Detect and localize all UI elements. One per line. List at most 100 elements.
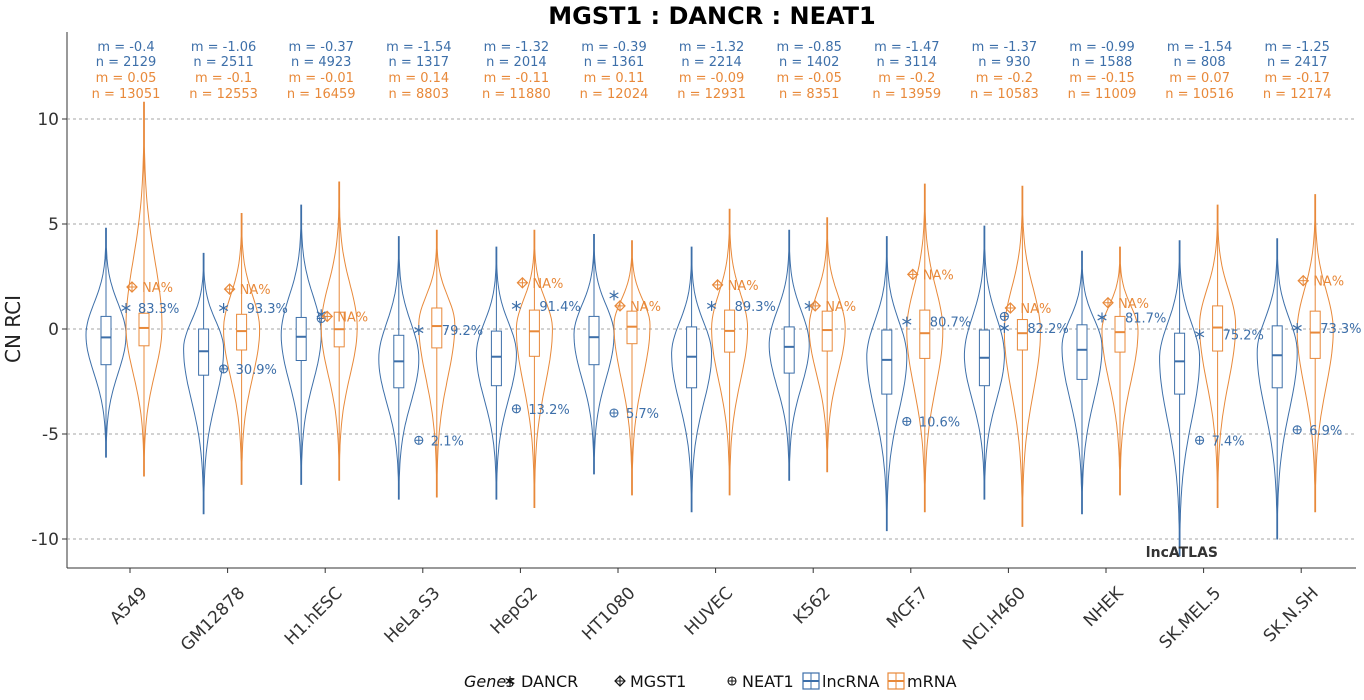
lncrna-count-label: n = 3114 (877, 55, 937, 70)
dancr-percent-label: 73.3% (1320, 322, 1361, 337)
neat1-marker (414, 435, 424, 445)
lncrna-box (1076, 324, 1088, 380)
mrna-count-label: n = 10583 (970, 87, 1039, 102)
dancr-percent-label: 80.7% (930, 316, 971, 331)
lncrna-count-label: n = 1317 (389, 55, 449, 70)
mrna-count-label: n = 13051 (92, 87, 161, 102)
dancr-marker (902, 316, 912, 327)
x-tick-label: NHEK (1080, 583, 1128, 631)
lncrna-mean-label: m = -1.54 (1167, 40, 1232, 55)
dancr-percent-label: 75.2% (1223, 328, 1264, 343)
mgst1-marker (906, 268, 919, 281)
y-tick-label: 10 (37, 110, 59, 130)
legend-item-neat1: NEAT1 (742, 672, 794, 691)
dancr-marker (999, 322, 1010, 333)
mrna-violin (223, 213, 261, 485)
mrna-violin (1199, 204, 1237, 508)
lncrna-violin (1159, 240, 1201, 557)
mgst1-na-label: NA% (825, 300, 856, 315)
lncrna-count-label: n = 2417 (1267, 55, 1327, 70)
dancr-marker (706, 300, 717, 311)
y-axis-label: CN RCI (1, 295, 25, 363)
legend-mgst1-icon (614, 675, 626, 687)
dancr-marker (511, 300, 522, 311)
legend-item-mgst1: MGST1 (630, 672, 686, 691)
lncrna-mean-label: m = -0.37 (288, 40, 353, 55)
y-tick-label: 5 (48, 215, 59, 235)
mgst1-marker (711, 279, 724, 291)
neat1-marker (219, 364, 229, 374)
lncrna-mean-label: m = -1.25 (1264, 40, 1329, 55)
dancr-marker (609, 290, 619, 301)
mgst1-marker (223, 283, 236, 295)
mgst1-na-label: NA% (142, 281, 173, 296)
mgst1-marker (516, 276, 529, 289)
mgst1-na-label: NA% (1313, 275, 1344, 290)
lncrna-count-label: n = 2129 (96, 55, 156, 70)
lncrna-violin (1061, 250, 1103, 515)
mgst1-na-label: NA% (1118, 297, 1149, 312)
mgst1-na-label: NA% (240, 283, 271, 298)
dancr-marker (414, 325, 424, 336)
lncrna-count-label: n = 2511 (193, 55, 253, 70)
neat1-percent-label: 83.3% (138, 302, 179, 317)
lncrna-mean-label: m = -0.4 (97, 40, 154, 55)
neat1-percent-label: 5.7% (626, 407, 659, 422)
dancr-marker (121, 303, 131, 313)
mrna-count-label: n = 11880 (482, 87, 551, 102)
mrna-violin (320, 181, 358, 481)
mrna-count-label: n = 11009 (1068, 87, 1137, 102)
neat1-marker (609, 408, 619, 418)
y-tick-label: -10 (31, 530, 59, 550)
lncrna-count-label: n = 1402 (779, 55, 839, 70)
star-stroke (1097, 314, 1107, 321)
mrna-violin (1003, 185, 1041, 527)
mrna-box (1309, 310, 1321, 359)
star-stroke (902, 318, 912, 325)
lncrna-box (881, 329, 893, 395)
mrna-mean-label: m = -0.01 (288, 71, 353, 86)
mrna-violin (125, 101, 163, 477)
x-tick-label: GM12878 (177, 583, 249, 655)
legend: Genes DANCR MGST1 NEAT1 lncRNA mRNA (464, 672, 957, 691)
lncrna-count-label: n = 2214 (681, 55, 741, 70)
lncrna-count-label: n = 2014 (486, 55, 546, 70)
neat1-marker (999, 311, 1009, 321)
mrna-mean-label: m = -0.09 (679, 71, 744, 86)
star-stroke (218, 304, 229, 312)
dancr-percent-label: 81.7% (1125, 311, 1166, 326)
mrna-count-label: n = 12931 (677, 87, 746, 102)
x-tick-label: SK.N.SH (1260, 583, 1323, 646)
dancr-percent-label: 91.4% (539, 300, 580, 315)
x-tick-label: SK.MEL.5 (1156, 583, 1226, 653)
x-tick-label: H1.hESC (281, 583, 347, 649)
neat1-percent-label: 2.1% (431, 434, 464, 449)
dancr-marker (1097, 312, 1107, 323)
lncrna-mean-label: m = -0.99 (1069, 40, 1134, 55)
mrna-count-label: n = 8351 (779, 87, 839, 102)
dancr-percent-label: 93.3% (247, 302, 288, 317)
mgst1-marker (126, 281, 138, 293)
mgst1-na-label: NA% (923, 268, 954, 283)
mrna-count-label: n = 8803 (389, 87, 449, 102)
mrna-mean-label: m = -0.11 (484, 71, 549, 86)
mrna-box (1114, 315, 1126, 353)
star-stroke (999, 324, 1010, 331)
x-tick-label: NCI.H460 (959, 583, 1030, 654)
legend-swatch-mrna (887, 672, 905, 690)
mgst1-na-label: NA% (1020, 302, 1051, 317)
lncrna-count-label: n = 930 (978, 55, 1030, 70)
legend-dancr-icon (505, 676, 515, 686)
mrna-mean-label: m = 0.11 (584, 71, 645, 86)
mrna-box (236, 313, 248, 351)
lncrna-box (1174, 332, 1186, 395)
neat1-percent-label: 10.6% (919, 415, 960, 430)
lncrna-mean-label: m = -1.37 (972, 40, 1037, 55)
legend-title: Genes (464, 672, 515, 691)
lncrna-count-label: n = 1588 (1072, 55, 1132, 70)
mrna-count-label: n = 12024 (580, 87, 649, 102)
lncrna-box (490, 330, 502, 387)
y-tick-label: -5 (42, 425, 59, 445)
lncrna-violin (85, 227, 127, 458)
mrna-violin (1101, 246, 1139, 496)
